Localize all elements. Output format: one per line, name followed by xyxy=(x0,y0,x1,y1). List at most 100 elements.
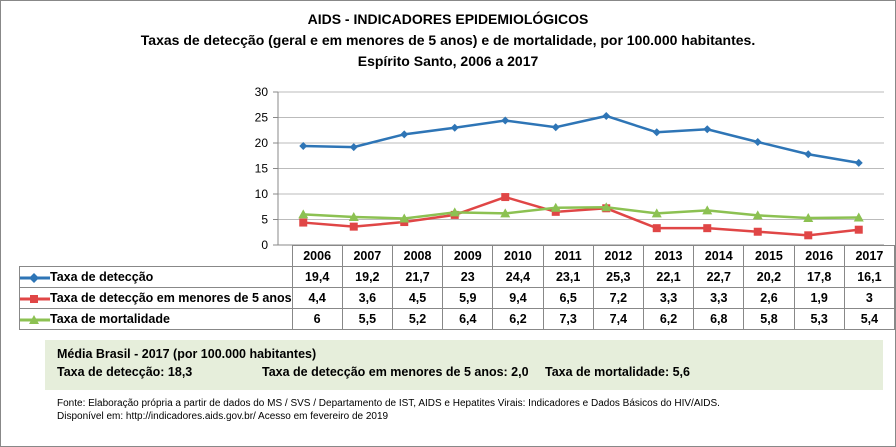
data-label: 24,4 xyxy=(492,266,544,288)
data-label: 21,7 xyxy=(391,266,444,288)
data-label: 3,6 xyxy=(341,287,393,309)
data-label: 22,1 xyxy=(642,266,695,288)
data-point xyxy=(299,218,308,227)
data-point xyxy=(602,111,611,120)
data-label: 25,3 xyxy=(592,266,644,288)
legend-label: Taxa de mortalidade xyxy=(50,312,170,326)
data-label: 20,2 xyxy=(743,266,795,288)
data-point xyxy=(298,209,309,219)
data-point xyxy=(804,150,813,159)
x-tick-label: 2009 xyxy=(442,245,494,267)
data-label: 1,9 xyxy=(793,287,845,309)
data-point xyxy=(550,202,561,212)
data-point xyxy=(853,212,864,222)
brasil-mortalidade: Taxa de mortalidade: 5,6 xyxy=(545,365,690,379)
data-point xyxy=(299,142,308,151)
data-label: 17,8 xyxy=(793,266,845,288)
data-point xyxy=(500,208,511,218)
y-tick-label: 25 xyxy=(255,111,269,125)
y-tick-label: 10 xyxy=(255,187,269,201)
data-label: 6,5 xyxy=(542,287,594,309)
footer-source: Fonte: Elaboração própria a partir de da… xyxy=(57,398,720,409)
data-point xyxy=(804,231,813,240)
data-label: 3,3 xyxy=(693,287,745,309)
legend-entry: Taxa de detecção em menores de 5 anos xyxy=(19,287,293,309)
x-tick-label: 2015 xyxy=(743,245,795,267)
legend-label: Taxa de detecção xyxy=(50,270,154,284)
data-point xyxy=(651,208,662,218)
chart-subtitle: Taxas de detecção (geral e em menores de… xyxy=(140,32,756,48)
data-point xyxy=(854,158,863,167)
table-row: Taxa de detecção 19,4 19,2 21,7 23 24,4 23,1 25… xyxy=(19,266,895,288)
y-tick-label: 30 xyxy=(255,85,269,99)
data-point xyxy=(702,205,713,215)
x-tick-label: 2008 xyxy=(391,245,444,267)
data-point xyxy=(601,202,612,212)
plot-area: 0 5 10 15 20 25 30 xyxy=(255,85,884,252)
legend-label: Taxa de detecção em menores de 5 anos xyxy=(50,291,292,305)
chart-title: AIDS - INDICADORES EPIDEMIOLÓGICOS xyxy=(307,11,589,27)
legend-entry: Taxa de detecção xyxy=(19,266,293,288)
data-label: 3 xyxy=(843,287,895,309)
data-label: 5,5 xyxy=(341,308,393,330)
data-point xyxy=(753,227,762,236)
brasil-deteccao: Taxa de detecção: 18,3 xyxy=(57,365,193,379)
brasil-average-box: Média Brasil - 2017 (por 100.000 habitan… xyxy=(45,340,883,390)
data-point xyxy=(703,125,712,134)
y-tick-label: 20 xyxy=(255,136,269,150)
data-point xyxy=(400,130,409,139)
data-point xyxy=(752,210,763,220)
x-tick-label: 2014 xyxy=(693,245,745,267)
y-tick-label: 15 xyxy=(255,162,269,176)
data-point xyxy=(501,116,510,125)
data-label: 6,4 xyxy=(442,308,494,330)
legend-diamond-icon xyxy=(20,272,50,283)
data-point xyxy=(803,212,814,222)
data-label: 6,2 xyxy=(642,308,695,330)
data-label: 4,4 xyxy=(291,287,343,309)
data-table: 2006 2007 2008 2009 2010 2011 2012 2013 2014 2015… xyxy=(19,245,895,330)
legend-square-icon xyxy=(20,294,50,303)
x-tick-label: 2017 xyxy=(843,245,895,267)
data-point xyxy=(551,207,560,216)
data-label: 7,3 xyxy=(542,308,594,330)
data-label: 5,9 xyxy=(442,287,494,309)
brasil-heading: Média Brasil - 2017 (por 100.000 habitan… xyxy=(57,347,317,361)
x-tick-label: 2010 xyxy=(492,245,544,267)
data-label: 4,5 xyxy=(391,287,444,309)
brasil-menores: Taxa de detecção em menores de 5 anos: 2… xyxy=(262,365,529,379)
data-point xyxy=(450,123,459,132)
data-label: 3,3 xyxy=(642,287,695,309)
data-label: 19,4 xyxy=(291,266,343,288)
data-point xyxy=(449,207,460,217)
data-label: 19,2 xyxy=(341,266,393,288)
x-tick-label: 2011 xyxy=(542,245,594,267)
data-label: 23,1 xyxy=(542,266,594,288)
data-point xyxy=(551,123,560,132)
data-point xyxy=(349,143,358,152)
series-line xyxy=(303,114,859,165)
data-label: 6,2 xyxy=(492,308,544,330)
footer-available: Disponível em: http://indicadores.aids.g… xyxy=(57,411,389,422)
data-label: 6,8 xyxy=(693,308,745,330)
data-label: 5,4 xyxy=(843,308,895,330)
data-label: 9,4 xyxy=(492,287,544,309)
data-label: 22,7 xyxy=(693,266,745,288)
x-tick-label: 2006 xyxy=(291,245,343,267)
series-line xyxy=(303,206,859,220)
legend-entry: Taxa de mortalidade xyxy=(19,308,293,330)
data-point xyxy=(652,128,661,137)
data-point xyxy=(349,222,358,231)
data-point xyxy=(703,224,712,233)
x-tick-label: 2013 xyxy=(642,245,695,267)
chart-subtitle-2: Espírito Santo, 2006 a 2017 xyxy=(357,53,539,69)
series-line xyxy=(303,195,859,237)
data-point xyxy=(652,224,661,233)
data-point xyxy=(854,225,863,234)
data-point xyxy=(501,193,510,202)
data-label: 16,1 xyxy=(843,266,895,288)
y-tick-label: 0 xyxy=(261,238,268,252)
data-label: 5,3 xyxy=(793,308,845,330)
table-row: Taxa de mortalidade 6 5,5 5,2 6,4 6,2 7,3 7,4 6,… xyxy=(19,308,895,330)
